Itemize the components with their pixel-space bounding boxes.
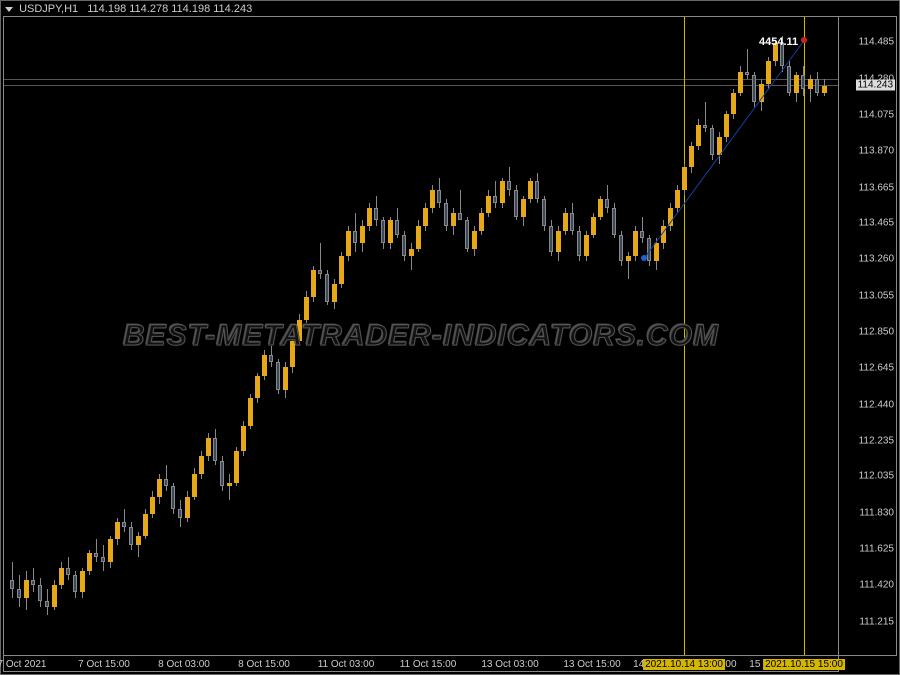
x-axis: 7 Oct 2021 7 Oct 15:00 8 Oct 03:00 8 Oct 15… <box>3 656 839 672</box>
y-tick: 114.485 <box>859 37 894 48</box>
vertical-line <box>684 17 685 655</box>
horizontal-line <box>4 85 838 86</box>
marker-dot-blue <box>641 255 647 261</box>
x-tick: 8 Oct 15:00 <box>238 659 290 670</box>
watermark-text: BEST-METATRADER-INDICATORS.COM <box>123 319 719 353</box>
x-tick-highlight: 2021.10.15 15:00 <box>763 659 845 670</box>
y-tick: 114.075 <box>859 110 894 121</box>
plot-area[interactable]: BEST-METATRADER-INDICATORS.COM 4454.11 <box>3 16 839 656</box>
chart-title: USDJPY,H1 114.198 114.278 114.198 114.24… <box>5 3 252 15</box>
x-tick-highlight: 2021.10.14 13:00 <box>643 659 725 670</box>
x-tick: 11 Oct 03:00 <box>318 659 375 670</box>
x-tick: 11 Oct 15:00 <box>400 659 457 670</box>
marker-label: 4454.11 <box>759 36 798 48</box>
y-tick: 112.235 <box>859 435 894 446</box>
ohlc-label: 114.198 114.278 114.198 114.243 <box>87 3 252 15</box>
chart-container: USDJPY,H1 114.198 114.278 114.198 114.24… <box>0 0 900 675</box>
y-tick: 112.440 <box>859 399 894 410</box>
trend-line <box>644 40 805 258</box>
y-tick: 112.035 <box>859 471 894 482</box>
x-tick: 7 Oct 15:00 <box>78 659 130 670</box>
y-tick: 112.850 <box>859 327 894 338</box>
y-tick: 112.645 <box>859 363 894 374</box>
y-axis: 114.485114.280114.075113.870113.665113.4… <box>839 16 897 656</box>
y-tick: 113.465 <box>859 218 894 229</box>
current-price-box: 114.243 <box>856 80 895 91</box>
y-tick: 111.830 <box>859 507 894 518</box>
y-tick: 113.055 <box>859 290 894 301</box>
y-tick: 113.260 <box>859 254 894 265</box>
symbol-label: USDJPY,H1 <box>19 3 78 15</box>
y-tick: 111.625 <box>859 544 894 555</box>
x-tick: 8 Oct 03:00 <box>158 659 210 670</box>
y-tick: 113.870 <box>859 146 894 157</box>
vertical-line <box>804 17 805 655</box>
x-tick: 7 Oct 2021 <box>0 659 46 670</box>
y-tick: 113.665 <box>859 182 894 193</box>
x-tick: 13 Oct 03:00 <box>481 659 538 670</box>
horizontal-line <box>4 79 838 80</box>
x-tick: 13 Oct 15:00 <box>563 659 620 670</box>
dropdown-icon[interactable] <box>5 7 13 12</box>
y-tick: 111.420 <box>859 580 894 591</box>
marker-dot-red <box>801 37 807 43</box>
y-tick: 111.215 <box>859 616 894 627</box>
